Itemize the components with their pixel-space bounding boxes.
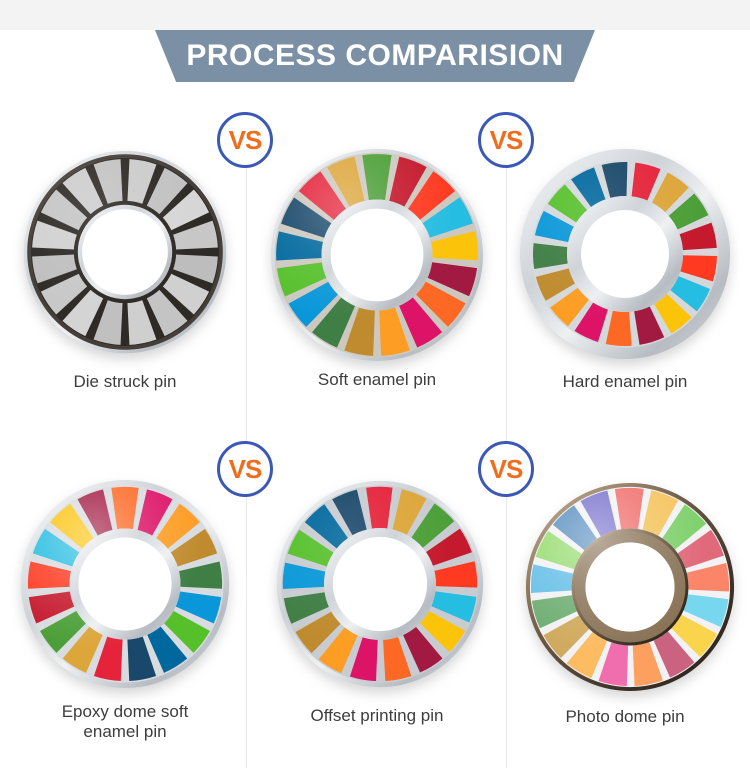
offset-printing-pin-wheel [276, 480, 484, 688]
vs-badge: VS [217, 441, 273, 497]
offset-printing-pin-image [272, 476, 488, 692]
vs-label: VS [228, 453, 263, 484]
soft-enamel-pin-wheel [271, 149, 483, 361]
vs-badge: VS [478, 112, 534, 168]
vs-badge: VS [217, 112, 273, 168]
hard-enamel-pin-image [515, 144, 735, 364]
photo-dome-pin-wheel [525, 482, 735, 692]
vs-label: VS [489, 453, 524, 484]
photo-dome-pin-image [521, 478, 739, 696]
pin-label-hard-enamel: Hard enamel pin [562, 372, 688, 391]
pin-label-soft-enamel: Soft enamel pin [317, 370, 437, 389]
pin-label-epoxy-dome: Epoxy dome soft enamel pin [61, 702, 189, 741]
banner: PROCESS COMPARISION [155, 30, 595, 82]
epoxy-dome-pin-image [16, 475, 234, 693]
pin-label-photo-dome: Photo dome pin [565, 707, 685, 726]
die-struck-pin-wheel [23, 150, 227, 354]
pin-label-offset-printing: Offset printing pin [310, 706, 444, 725]
epoxy-dome-pin-wheel [20, 479, 230, 689]
top-strip [0, 0, 750, 30]
pin-label-die-struck: Die struck pin [73, 372, 177, 391]
hard-enamel-pin-wheel [520, 149, 730, 359]
vs-badge: VS [478, 441, 534, 497]
die-struck-pin-image [19, 146, 231, 358]
vs-label: VS [489, 124, 524, 155]
page-title: PROCESS COMPARISION [186, 39, 564, 72]
soft-enamel-pin-image [266, 144, 488, 366]
vs-label: VS [228, 124, 263, 155]
